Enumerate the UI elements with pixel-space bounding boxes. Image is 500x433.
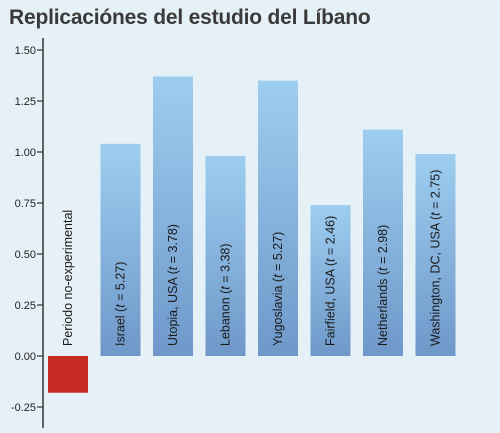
- bar-label-2: Utopia, USA (t = 3.78): [166, 224, 180, 346]
- y-tick-label: 0.25: [15, 300, 36, 312]
- bar-3: [205, 156, 246, 356]
- bar-label-1: Israel (t = 5.27): [114, 262, 128, 346]
- bar-5: [310, 205, 351, 356]
- bar-label-0: Periodo no-experimental: [61, 210, 75, 346]
- bar-label-6: Netherlands (t = 2.98): [376, 225, 390, 346]
- bar-label-3: Lebanon (t = 3.38): [219, 243, 233, 346]
- bar-1: [100, 143, 141, 356]
- y-tick-label: 0.50: [15, 249, 36, 261]
- y-tick-label: 1.00: [15, 147, 36, 159]
- bar-label-4: Yugoslavia (t = 5.27): [271, 232, 285, 346]
- y-tick-label: 1.25: [15, 96, 36, 108]
- bar-0: [48, 356, 88, 393]
- chart-title: Replicaciónes del estudio del Líbano: [9, 6, 371, 29]
- y-tick-label: 0.75: [15, 198, 36, 210]
- bar-6: [363, 129, 403, 356]
- y-tick-label: 0.00: [15, 351, 36, 363]
- y-tick-label: 1.50: [15, 45, 36, 57]
- bar-label-5: Fairfield, USA (t = 2.46): [324, 216, 338, 346]
- y-tick-label: -0.25: [11, 402, 36, 414]
- bar-2: [153, 76, 193, 357]
- bar-4: [258, 80, 298, 356]
- bar-7: [415, 154, 456, 356]
- bar-label-7: Washington, DC, USA (t = 2.75): [429, 170, 443, 346]
